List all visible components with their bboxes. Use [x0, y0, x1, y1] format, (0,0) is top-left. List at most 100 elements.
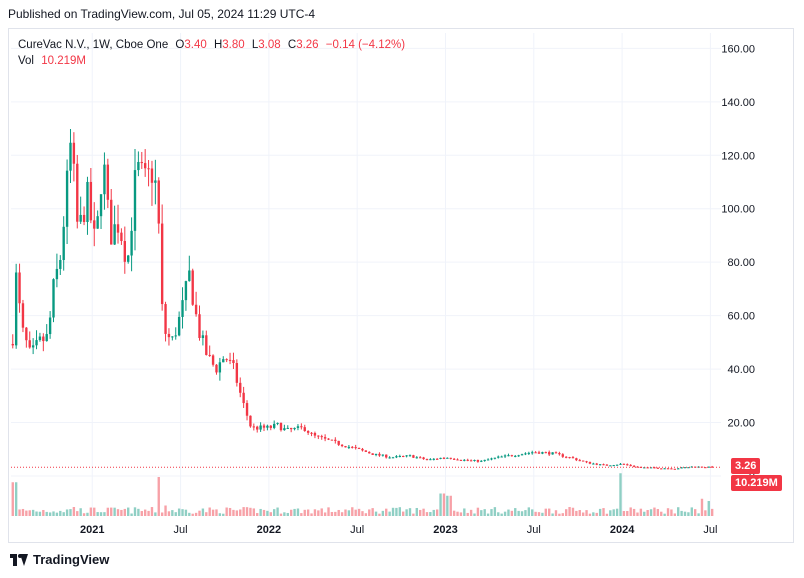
volume-bar — [72, 507, 76, 516]
y-tick-label: 140.00 — [721, 97, 755, 109]
candle-body — [252, 426, 256, 428]
volume-bar — [490, 509, 493, 516]
volume-bar — [405, 509, 408, 516]
candle-body — [449, 457, 452, 459]
volume-bar — [636, 512, 639, 516]
candle-body — [76, 163, 79, 222]
volume-bar — [222, 513, 225, 516]
volume-bar — [612, 509, 615, 516]
chart-frame: 020.0040.0060.0080.00100.00120.00140.001… — [8, 28, 794, 543]
candle-body — [181, 300, 184, 317]
candle-body — [323, 437, 327, 439]
candle-body — [52, 279, 55, 318]
candle-body — [31, 345, 35, 348]
candle-body — [127, 255, 130, 262]
candle-body — [157, 180, 160, 224]
candle-body — [96, 216, 99, 229]
low-value: 3.08 — [258, 39, 281, 51]
volume-bar — [123, 508, 126, 516]
volume-bar — [143, 509, 147, 516]
candle-body — [514, 455, 517, 457]
volume-bar — [262, 509, 266, 516]
volume-bar — [147, 510, 150, 516]
last-price-tag: 3.26 — [731, 458, 761, 475]
candle-body — [653, 467, 656, 469]
candle-body — [459, 459, 463, 461]
candle-body — [466, 459, 469, 461]
volume-bar — [300, 513, 303, 516]
volume-bar — [276, 507, 279, 516]
candle-body — [357, 447, 361, 449]
candle-body — [537, 452, 541, 454]
volume-bar — [391, 507, 395, 516]
candle-body — [656, 467, 660, 469]
volume-bar — [507, 509, 510, 516]
volume-bar — [422, 508, 425, 516]
volume-bar — [368, 509, 371, 516]
candle-body — [259, 425, 262, 430]
candle-body — [123, 241, 126, 262]
candle-body — [279, 422, 283, 431]
volume-bar — [544, 508, 547, 516]
volume-bar — [279, 513, 283, 516]
volume-bar — [215, 509, 218, 516]
tradingview-footer[interactable]: TradingView — [10, 552, 109, 567]
volume-bar — [619, 473, 622, 516]
candle-body — [286, 427, 289, 429]
candle-body — [646, 467, 649, 469]
volume-bar — [116, 509, 120, 516]
candle-body — [564, 456, 568, 458]
candle-body — [507, 455, 510, 457]
volume-bar — [653, 507, 656, 516]
volume-bar — [269, 512, 272, 516]
candle-body — [82, 214, 86, 222]
candle-body — [201, 335, 205, 339]
candle-body — [171, 336, 174, 338]
candle-body — [137, 161, 140, 171]
candle-body — [72, 142, 76, 164]
candle-body — [571, 457, 575, 459]
volume-bar — [184, 509, 188, 516]
candle-body — [296, 426, 300, 428]
candle-body — [649, 467, 653, 469]
volume-bar — [45, 511, 48, 516]
candle-body — [303, 427, 306, 432]
candle-body — [463, 459, 466, 461]
candle-body — [86, 181, 89, 222]
x-tick-label: Jul — [527, 524, 541, 536]
tradingview-logo-icon — [10, 553, 28, 566]
volume-bar — [680, 510, 683, 516]
volume-bar — [592, 512, 595, 516]
candle-body — [381, 454, 385, 456]
candle-body — [395, 456, 398, 458]
candle-body — [418, 457, 422, 459]
price-chart[interactable]: 020.0040.0060.0080.00100.00120.00140.001… — [9, 29, 795, 544]
volume-bar — [65, 509, 69, 516]
candle-body — [632, 465, 636, 467]
candle-body — [673, 468, 677, 470]
candle-body — [177, 316, 181, 336]
candle-body — [14, 272, 18, 346]
volume-bar — [480, 510, 483, 516]
volume-bar — [252, 508, 256, 516]
open-label: O — [175, 39, 185, 51]
volume-bar — [615, 508, 619, 516]
volume-bar — [554, 510, 558, 516]
volume-bar — [239, 509, 242, 516]
candle-body — [194, 304, 198, 315]
candle-body — [398, 455, 402, 457]
candle-body — [368, 451, 371, 454]
volume-bar — [201, 508, 205, 516]
chart-legend: CureVac N.V., 1W, Cboe One O3.40 H3.80 L… — [18, 37, 405, 69]
volume-bar — [643, 511, 646, 516]
candle-body — [548, 452, 551, 455]
volume-bar — [93, 507, 96, 516]
volume-bar — [378, 513, 381, 516]
candle-body — [140, 161, 143, 164]
candle-body — [435, 458, 439, 460]
volume-bar — [79, 508, 82, 516]
volume-bar — [313, 509, 317, 516]
volume-bar — [235, 510, 239, 516]
candle-body — [578, 460, 581, 462]
x-tick-label: Jul — [174, 524, 188, 536]
